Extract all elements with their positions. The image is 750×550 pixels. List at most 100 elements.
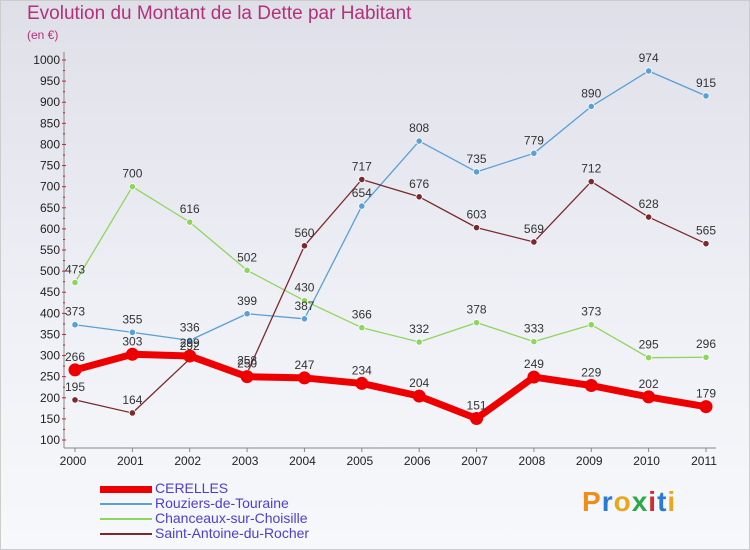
data-label: 628 bbox=[639, 197, 659, 211]
data-point bbox=[470, 411, 484, 425]
data-label: 204 bbox=[409, 376, 429, 390]
legend-label: Chanceaux-sur-Choisille bbox=[155, 510, 308, 526]
y-tick-label: 300 bbox=[40, 349, 60, 363]
data-point bbox=[243, 266, 251, 274]
data-point bbox=[530, 338, 538, 346]
data-point bbox=[71, 396, 79, 404]
data-label: 387 bbox=[294, 299, 314, 313]
chart-subtitle: (en €) bbox=[27, 28, 59, 42]
data-label: 700 bbox=[122, 167, 142, 181]
proxiti-logo: Proxiti bbox=[582, 486, 677, 517]
data-point bbox=[584, 379, 598, 393]
data-label: 229 bbox=[581, 366, 601, 380]
x-tick-label: 2010 bbox=[633, 454, 660, 468]
data-label: 560 bbox=[294, 226, 314, 240]
data-label: 735 bbox=[467, 152, 487, 166]
data-label: 303 bbox=[122, 334, 142, 348]
legend-swatch bbox=[100, 485, 152, 493]
data-point bbox=[415, 193, 423, 201]
data-point bbox=[702, 353, 710, 361]
series-line-saint-antoine-du-rocher bbox=[74, 178, 707, 414]
data-point bbox=[587, 178, 595, 186]
data-point bbox=[186, 336, 194, 344]
data-point bbox=[530, 149, 538, 157]
data-point bbox=[702, 240, 710, 248]
data-label: 249 bbox=[524, 357, 544, 371]
data-label: 336 bbox=[180, 320, 200, 334]
legend-label: Rouziers-de-Touraine bbox=[155, 495, 289, 511]
data-label: 366 bbox=[352, 308, 372, 322]
data-point bbox=[128, 183, 136, 191]
data-point bbox=[186, 218, 194, 226]
data-label: 296 bbox=[696, 337, 716, 351]
data-point bbox=[415, 338, 423, 346]
data-point bbox=[530, 238, 538, 246]
data-label: 151 bbox=[467, 398, 487, 412]
data-label: 654 bbox=[352, 186, 372, 200]
data-point bbox=[71, 321, 79, 329]
data-point bbox=[71, 278, 79, 287]
x-tick-label: 2002 bbox=[174, 454, 201, 468]
data-label: 717 bbox=[352, 159, 372, 173]
y-tick-label: 750 bbox=[40, 159, 60, 173]
data-label: 974 bbox=[639, 51, 659, 65]
data-label: 179 bbox=[696, 387, 716, 401]
data-point bbox=[358, 202, 366, 210]
y-tick-label: 650 bbox=[40, 201, 60, 215]
y-tick-label: 400 bbox=[40, 306, 60, 320]
x-tick-label: 2008 bbox=[519, 454, 546, 468]
legend-label: Saint-Antoine-du-Rocher bbox=[155, 525, 310, 541]
data-label: 164 bbox=[122, 393, 142, 407]
y-tick-label: 100 bbox=[40, 433, 60, 447]
data-point bbox=[645, 67, 653, 75]
data-point bbox=[642, 390, 656, 404]
data-point bbox=[355, 376, 369, 390]
data-label: 712 bbox=[581, 162, 601, 176]
data-label: 430 bbox=[294, 281, 314, 295]
data-point bbox=[128, 409, 136, 417]
y-tick-label: 850 bbox=[40, 116, 60, 130]
series-line-cerelles bbox=[74, 350, 707, 422]
data-point bbox=[358, 175, 366, 184]
y-tick-label: 200 bbox=[40, 391, 60, 405]
data-point bbox=[587, 102, 595, 111]
x-tick-label: 2001 bbox=[117, 454, 144, 468]
data-point bbox=[415, 137, 423, 145]
data-label: 332 bbox=[409, 322, 429, 336]
data-label: 676 bbox=[409, 177, 429, 191]
data-label: 333 bbox=[524, 322, 544, 336]
x-tick-label: 2007 bbox=[461, 454, 488, 468]
data-label: 569 bbox=[524, 222, 544, 236]
data-label: 378 bbox=[467, 303, 487, 317]
x-tick-label: 2009 bbox=[576, 454, 603, 468]
series-line-chanceaux-sur-choisille bbox=[74, 186, 707, 359]
y-tick-label: 950 bbox=[40, 74, 60, 88]
data-point bbox=[645, 213, 653, 221]
data-label: 603 bbox=[467, 208, 487, 222]
data-label: 808 bbox=[409, 121, 429, 135]
data-label: 373 bbox=[65, 305, 85, 319]
y-tick-label: 900 bbox=[40, 95, 60, 109]
data-label: 266 bbox=[65, 350, 85, 364]
y-tick-label: 800 bbox=[40, 137, 60, 151]
x-tick-label: 2000 bbox=[60, 454, 87, 468]
y-tick-label: 500 bbox=[40, 264, 60, 278]
y-tick-label: 450 bbox=[40, 285, 60, 299]
data-label: 247 bbox=[294, 358, 314, 372]
x-tick-label: 2006 bbox=[404, 454, 431, 468]
data-point bbox=[412, 389, 426, 403]
legend-swatch bbox=[100, 533, 152, 535]
data-label: 250 bbox=[237, 357, 257, 371]
data-label: 502 bbox=[237, 250, 257, 264]
data-label: 373 bbox=[581, 305, 601, 319]
x-tick-label: 2003 bbox=[232, 454, 259, 468]
y-tick-label: 250 bbox=[40, 370, 60, 384]
data-point bbox=[527, 370, 541, 384]
data-point bbox=[297, 371, 311, 385]
data-label: 355 bbox=[122, 312, 142, 326]
data-label: 258 bbox=[237, 353, 257, 367]
data-point bbox=[300, 315, 309, 323]
data-label: 616 bbox=[180, 202, 200, 216]
